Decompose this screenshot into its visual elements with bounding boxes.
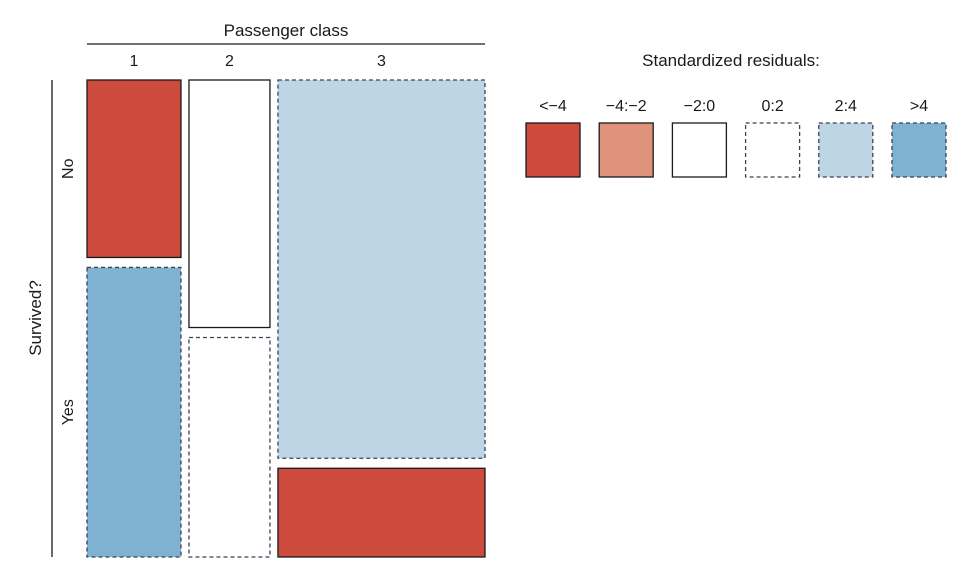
mosaic-tile-class-3-no xyxy=(277,79,486,459)
mosaic-tile-class-1-yes xyxy=(86,266,182,558)
legend-swatch xyxy=(891,122,947,178)
legend-items: <−4 −4:−2 −2:0 0:2 2:4 >4 xyxy=(525,98,947,178)
legend: Standardized residuals: <−4 −4:−2 −2:0 0:2 2… xyxy=(525,51,947,178)
mosaic-tiles xyxy=(86,79,486,558)
legend-label: 0:2 xyxy=(761,98,783,115)
legend-label: −2:0 xyxy=(684,98,716,115)
legend-title: Standardized residuals: xyxy=(642,51,820,70)
legend-swatch xyxy=(598,122,654,178)
row-tick-label: Yes xyxy=(60,399,77,425)
column-tick-label: 3 xyxy=(377,53,386,70)
legend-swatch xyxy=(525,122,581,178)
legend-label: 2:4 xyxy=(835,98,857,115)
row-axis: Survived? xyxy=(26,80,53,557)
legend-label: −4:−2 xyxy=(606,98,647,115)
legend-swatch xyxy=(671,122,728,178)
row-variable-label: Survived? xyxy=(26,280,45,356)
column-variable-label: Passenger class xyxy=(224,21,349,40)
column-tick-labels: 1 2 3 xyxy=(130,53,386,70)
legend-label: <−4 xyxy=(539,98,567,115)
legend-swatch xyxy=(818,122,874,178)
column-tick-label: 1 xyxy=(130,53,139,70)
column-axis: Passenger class xyxy=(87,21,485,45)
mosaic-tile-class-3-yes xyxy=(277,467,486,558)
column-tick-label: 2 xyxy=(225,53,234,70)
mosaic-tile-class-2-no xyxy=(188,79,271,329)
row-tick-labels: No Yes xyxy=(60,158,77,425)
mosaic-tile-class-1-no xyxy=(86,79,182,259)
mosaic-tile-class-2-yes xyxy=(188,336,271,558)
row-tick-label: No xyxy=(60,158,77,179)
legend-swatch xyxy=(744,122,801,178)
legend-label: >4 xyxy=(910,98,928,115)
